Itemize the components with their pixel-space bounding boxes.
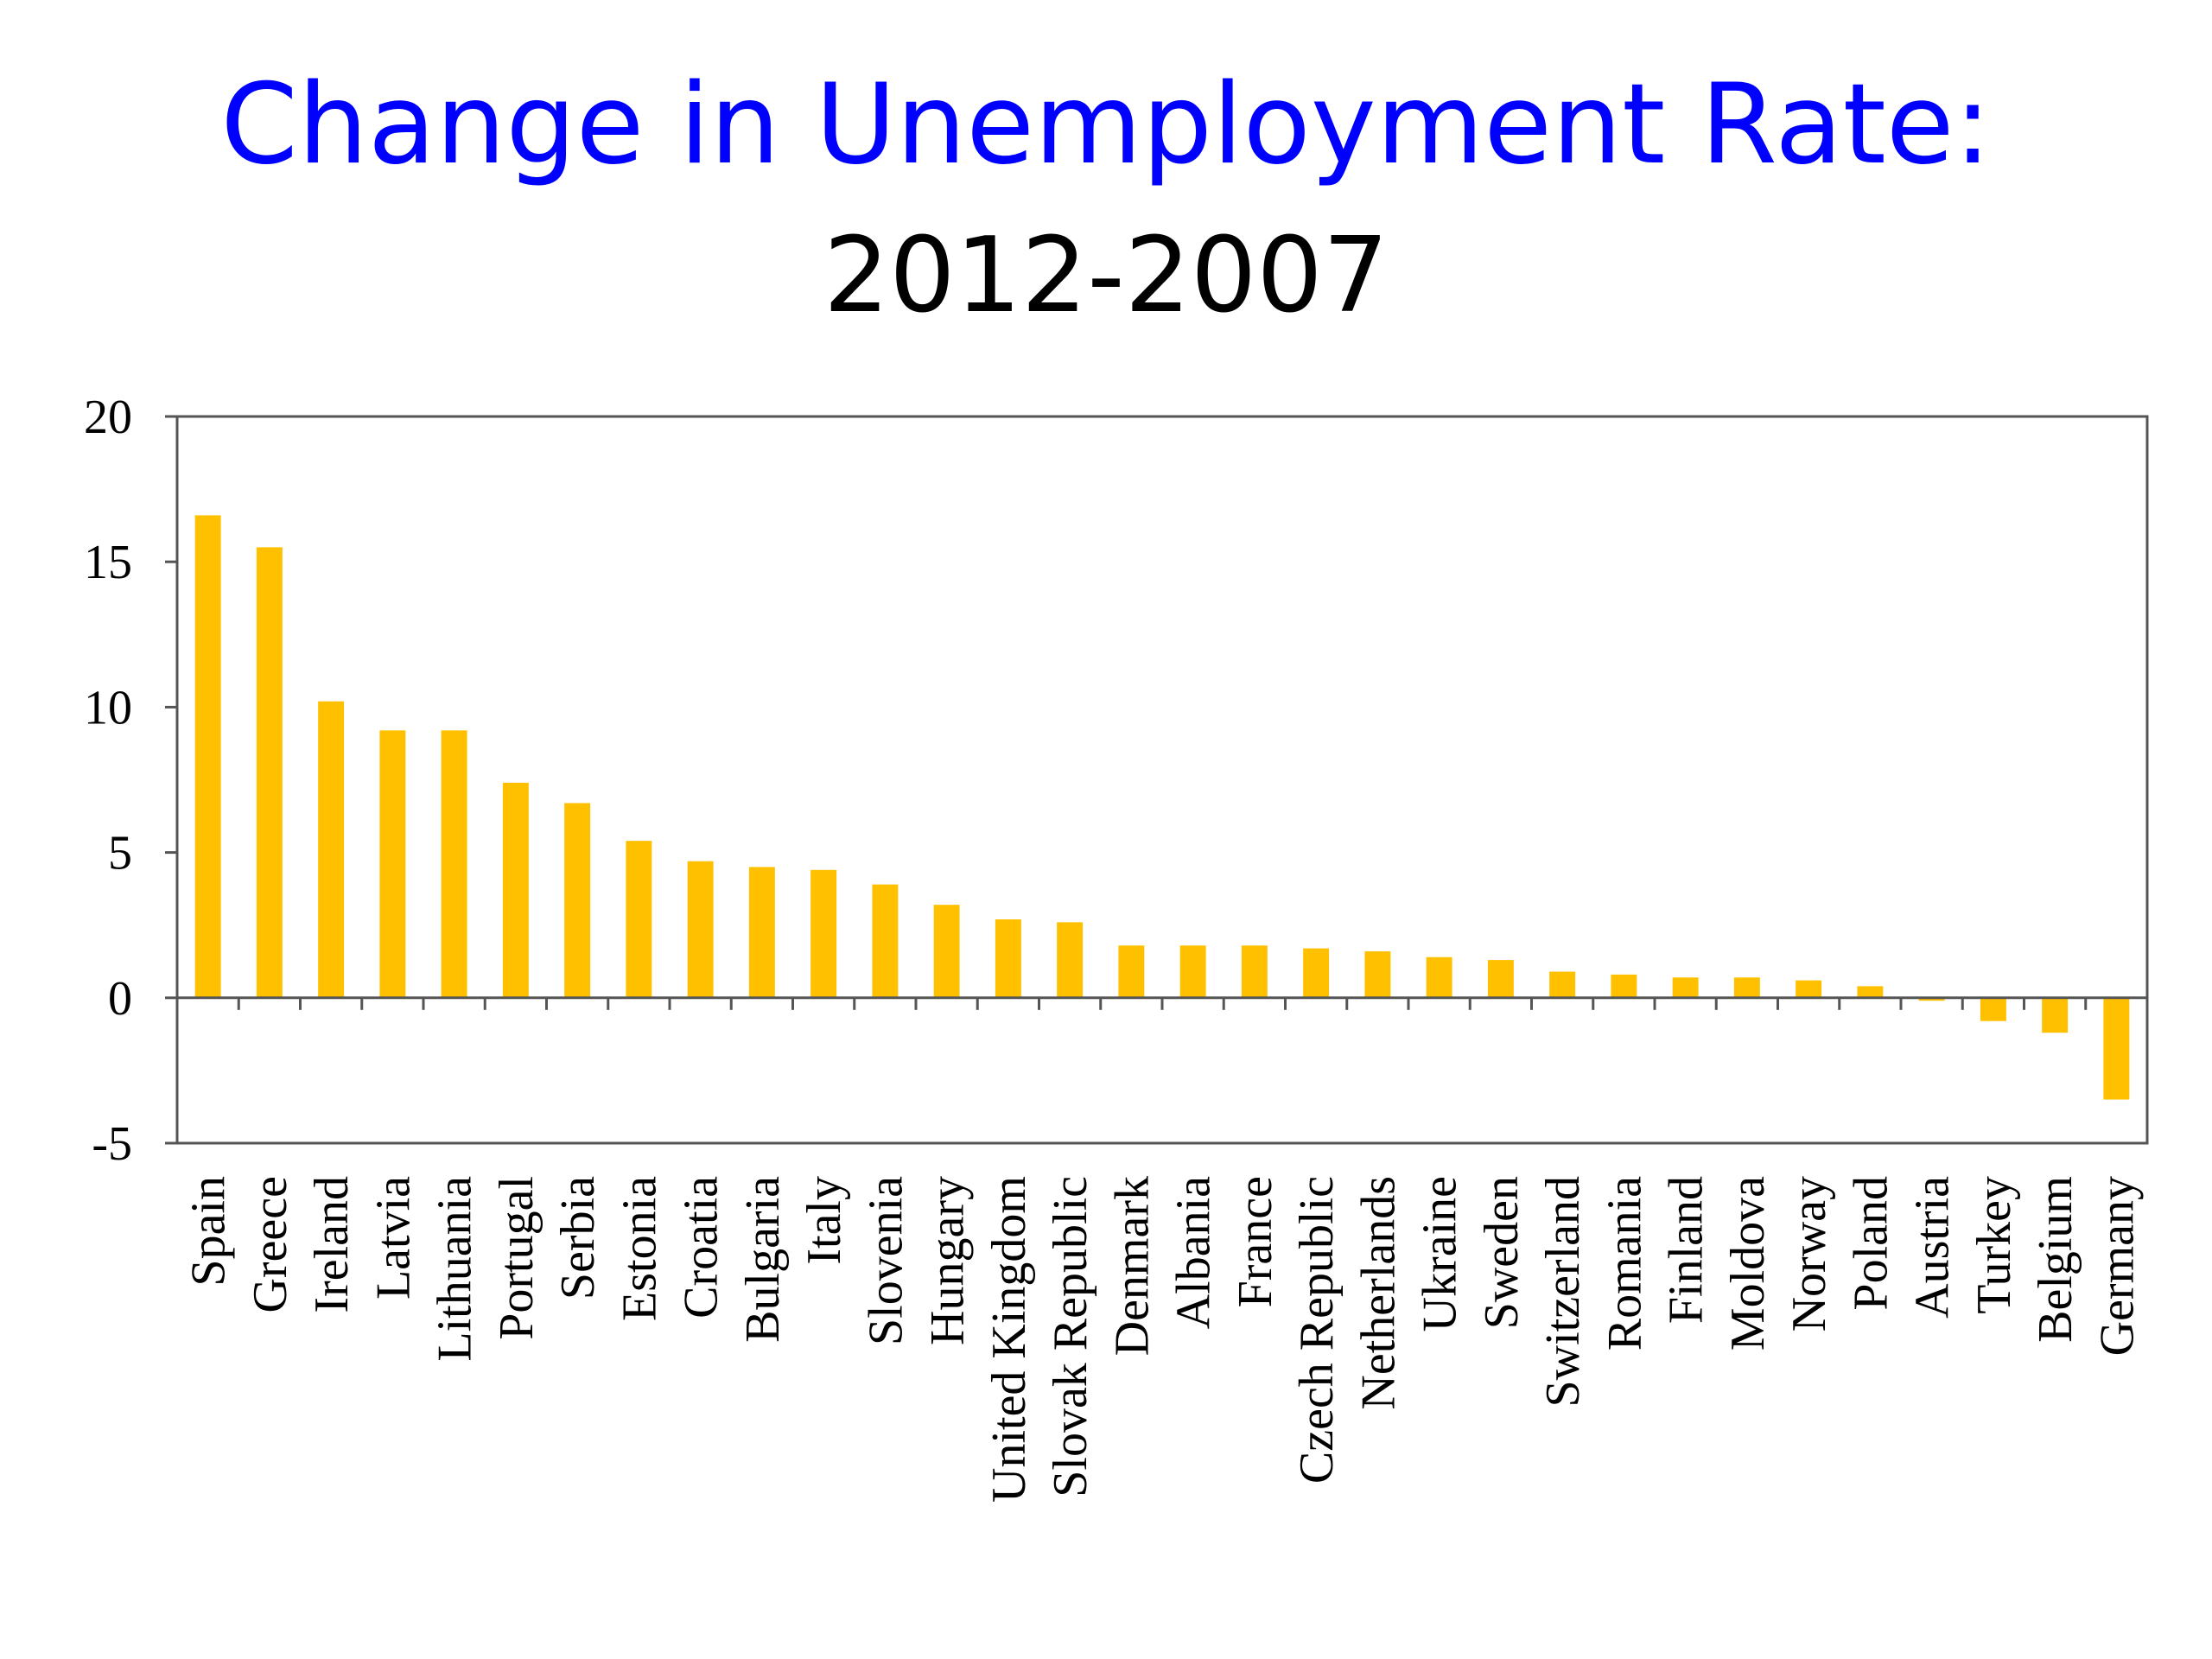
x-category-label: United Kingdom xyxy=(982,1176,1036,1503)
bar-czech-republic xyxy=(1303,948,1330,998)
x-category-label: Austria xyxy=(1906,1176,1960,1319)
chart-subtitle: 2012-2007 xyxy=(823,216,1389,336)
x-category-label: Portugal xyxy=(490,1176,543,1340)
bar-finland xyxy=(1672,977,1699,998)
bar-moldova xyxy=(1733,977,1760,998)
y-tick-label: 15 xyxy=(84,536,132,589)
bar-italy xyxy=(810,869,837,998)
bar-denmark xyxy=(1118,945,1145,998)
bar-portugal xyxy=(502,782,529,998)
y-tick-label: 10 xyxy=(84,681,132,734)
bar-hungary xyxy=(933,905,960,998)
bar-ireland xyxy=(318,701,345,998)
x-category-label: Belgium xyxy=(2029,1176,2082,1343)
tick-labels: 20 15 10 5 0 -5 Spain Greece Ireland Latvia Lithua… xyxy=(84,391,2144,1503)
x-category-label: Czech Republic xyxy=(1290,1176,1344,1484)
x-category-label: Hungary xyxy=(921,1176,975,1345)
bar-austria xyxy=(1918,997,1945,1001)
bar-belgium xyxy=(2042,997,2069,1033)
x-category-label: Moldova xyxy=(1721,1176,1775,1351)
x-category-label: Italy xyxy=(798,1176,851,1265)
bar-poland xyxy=(1857,986,1884,998)
bar-lithuania xyxy=(441,730,467,998)
bar-bulgaria xyxy=(748,867,775,998)
bar-serbia xyxy=(564,803,591,998)
bar-france xyxy=(1241,945,1268,998)
y-tick-label: 0 xyxy=(108,972,132,1026)
bar-norway xyxy=(1796,980,1822,998)
bar-turkey xyxy=(1980,997,2006,1021)
x-category-label: Serbia xyxy=(551,1176,605,1300)
bar-ukraine xyxy=(1426,957,1452,998)
bar-latvia xyxy=(379,730,406,998)
x-category-label: Denmark xyxy=(1105,1176,1159,1356)
plot-area xyxy=(175,415,2149,1145)
x-category-label: Greece xyxy=(244,1176,297,1313)
bar-germany xyxy=(2103,997,2130,1100)
x-category-label: Germany xyxy=(2090,1176,2144,1356)
x-category-label: Romania xyxy=(1598,1176,1651,1351)
axes xyxy=(165,415,2147,1145)
y-tick-label: 5 xyxy=(108,827,132,880)
x-category-label: Turkey xyxy=(1967,1176,2021,1314)
x-category-label: Finland xyxy=(1660,1176,1713,1324)
x-category-label: Netherlands xyxy=(1351,1176,1405,1410)
x-category-label: Albania xyxy=(1167,1176,1221,1329)
bar-slovenia xyxy=(872,884,899,998)
bar-croatia xyxy=(687,861,714,998)
bar-united-kingdom xyxy=(995,918,1021,998)
bar-albania xyxy=(1179,945,1206,998)
chart-title: Change in Unemployment Rate: xyxy=(220,60,1992,189)
x-category-label: Croatia xyxy=(675,1176,728,1319)
y-tick-label: -5 xyxy=(92,1117,132,1171)
x-category-label: Ukraine xyxy=(1414,1176,1467,1332)
bar-slovak-republic xyxy=(1057,922,1084,998)
x-category-label: Ireland xyxy=(305,1176,359,1313)
x-category-label: Bulgaria xyxy=(736,1176,790,1343)
bar-greece xyxy=(256,547,283,998)
bar-netherlands xyxy=(1364,950,1391,998)
x-category-label: Estonia xyxy=(613,1176,666,1321)
bar-spain xyxy=(194,515,221,998)
bar-sweden xyxy=(1487,960,1514,998)
x-category-label: Lithuania xyxy=(429,1176,482,1362)
plot-border xyxy=(175,415,2149,1145)
x-category-label: Latvia xyxy=(366,1176,420,1300)
bar-romania xyxy=(1611,974,1637,998)
x-category-label: Switzerland xyxy=(1536,1176,1590,1407)
bar-switzerland xyxy=(1549,971,1576,998)
x-category-label: Spain xyxy=(182,1176,236,1287)
x-category-label: France xyxy=(1229,1176,1282,1307)
x-category-label: Poland xyxy=(1844,1176,1897,1311)
x-category-label: Slovak Republic xyxy=(1044,1176,1097,1497)
bar-estonia xyxy=(626,841,652,998)
x-category-label: Sweden xyxy=(1475,1176,1529,1329)
bar-series xyxy=(194,515,2130,1100)
y-tick-label: 20 xyxy=(84,391,132,444)
x-category-label: Norway xyxy=(1783,1176,1836,1332)
x-category-label: Slovenia xyxy=(859,1176,912,1345)
